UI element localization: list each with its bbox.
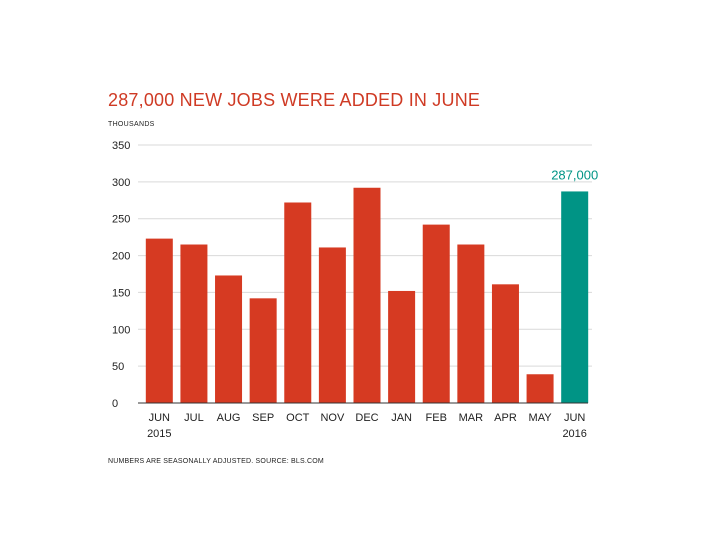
y-tick-label: 300 [112, 177, 130, 189]
x-year-label: 2016 [562, 428, 586, 440]
x-tick-label: MAY [529, 412, 553, 424]
x-tick-label: MAR [459, 412, 484, 424]
x-tick-label: JAN [391, 412, 412, 424]
bar [284, 202, 312, 403]
bar [318, 247, 346, 403]
bar [388, 290, 416, 403]
chart-title: 287,000 NEW JOBS WERE ADDED IN JUNE [108, 90, 481, 110]
x-tick-label: JUN [564, 412, 585, 424]
x-tick-label: OCT [286, 412, 310, 424]
source-note: NUMBERS ARE SEASONALLY ADJUSTED. SOURCE:… [108, 458, 324, 465]
x-tick-label: SEP [252, 412, 274, 424]
bar [215, 275, 243, 403]
bar [145, 238, 173, 403]
bar [353, 187, 381, 403]
x-tick-label: JUN [149, 412, 170, 424]
y-tick-label: 150 [112, 287, 130, 299]
x-year-label: 2015 [147, 428, 171, 440]
x-tick-label: JUL [184, 412, 204, 424]
x-tick-label: AUG [217, 412, 241, 424]
y-tick-label: 0 [112, 398, 118, 410]
x-tick-label: DEC [355, 412, 378, 424]
data-label: 287,000 [551, 167, 598, 182]
bar [422, 224, 450, 403]
x-tick-label: APR [494, 412, 517, 424]
x-tick-label: NOV [320, 412, 345, 424]
bar [457, 244, 485, 403]
bar [249, 298, 277, 403]
y-axis-units-label: THOUSANDS [108, 121, 155, 128]
bar-highlight [561, 191, 589, 403]
y-tick-label: 200 [112, 251, 130, 263]
bar [491, 284, 519, 403]
y-tick-label: 100 [112, 324, 130, 336]
x-tick-label: FEB [426, 412, 447, 424]
y-tick-label: 250 [112, 214, 130, 226]
y-tick-label: 50 [112, 361, 124, 373]
bar [180, 244, 208, 403]
bar [526, 374, 554, 403]
y-tick-label: 350 [112, 140, 130, 152]
